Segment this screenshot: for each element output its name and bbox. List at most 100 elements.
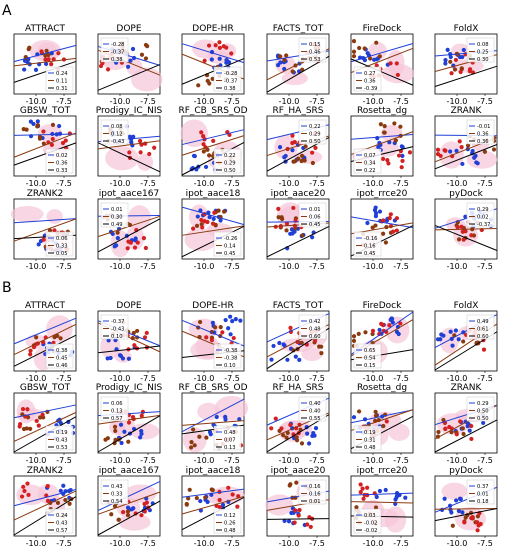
legend-value: 0.11: [56, 79, 68, 85]
data-point: [33, 67, 39, 73]
subplot-title: DOPE: [116, 301, 141, 311]
x-tick-label: -10.0: [279, 179, 300, 188]
data-point: [385, 158, 390, 163]
subplot-b-12: ZRANK2 0.24 0.430.57 -10.0 -7.5: [13, 466, 77, 548]
data-point: [211, 216, 216, 221]
data-point: [125, 505, 131, 510]
legend-value: 0.06: [56, 236, 68, 242]
legend-box: [45, 148, 74, 174]
subplot-title: Prodigy_IC_NIS: [96, 106, 163, 116]
data-point: [44, 48, 49, 53]
data-point: [474, 160, 479, 165]
data-point: [235, 504, 240, 509]
data-point: [362, 58, 367, 63]
data-point: [481, 347, 487, 352]
x-tick-label: -7.5: [56, 456, 72, 465]
data-point: [383, 487, 388, 493]
legend-box: [466, 314, 495, 340]
regression-line: [13, 317, 77, 345]
data-point: [200, 225, 205, 230]
subplot-title: ATTRACT: [25, 24, 65, 34]
data-point: [351, 334, 357, 339]
data-point: [206, 210, 211, 215]
regression-line: [181, 206, 245, 226]
legend-value: 0.45: [364, 251, 376, 257]
legend-value: -0.37: [224, 79, 237, 85]
legend-box: [100, 396, 129, 422]
data-point: [292, 159, 298, 164]
legend-value: 0.03: [364, 513, 376, 519]
data-point: [198, 319, 203, 325]
legend-value: 0.45: [309, 222, 321, 228]
data-point: [454, 432, 459, 437]
x-tick-label: -10.0: [194, 262, 215, 271]
data-point: [201, 142, 206, 147]
data-point: [467, 428, 472, 433]
x-tick-label: -7.5: [309, 262, 325, 271]
data-point: [273, 416, 278, 421]
legend-value: 0.45: [224, 251, 236, 257]
data-point: [238, 318, 243, 323]
data-point: [460, 510, 465, 515]
subplot-title: ipot_rrce20: [357, 466, 408, 476]
data-point: [443, 58, 448, 63]
data-point: [373, 505, 379, 510]
data-point: [351, 54, 357, 59]
legend-box: [298, 479, 327, 505]
data-point: [400, 158, 405, 164]
data-point: [310, 160, 315, 166]
legend-value: -0.02: [364, 521, 377, 527]
subplot-b-14: ipot_aace18 0.12 0.260.48 -10.0 -7.5: [181, 466, 245, 548]
data-point: [443, 61, 448, 66]
legend-value: 0.38: [56, 348, 68, 354]
legend-box: [213, 425, 242, 451]
data-point: [398, 321, 403, 326]
data-point: [396, 331, 401, 337]
legend-value: 0.57: [56, 528, 68, 534]
data-point: [371, 57, 377, 62]
x-tick-label: -7.5: [140, 374, 156, 383]
x-tick-label: -10.0: [110, 374, 131, 383]
data-point: [56, 51, 61, 56]
subplot-a-1: DOPE -0.28 -0.370.38 -10.0 -7.5: [97, 24, 163, 106]
legend-box: [353, 343, 382, 369]
data-point: [108, 355, 113, 361]
legend-value: -0.37: [111, 319, 124, 325]
legend-value: 0.43: [111, 484, 123, 490]
data-point: [119, 440, 124, 446]
subplot-a-13: ipot_aace167 0.01 0.300.49 -10.0 -7.5: [97, 189, 161, 271]
data-point: [448, 149, 453, 154]
data-point: [373, 223, 378, 228]
data-point: [220, 502, 226, 508]
data-point: [458, 419, 463, 424]
x-tick-label: -7.5: [224, 456, 240, 465]
data-point: [388, 212, 393, 217]
legend-value: 0.36: [56, 161, 68, 167]
legend-value: 0.02: [56, 153, 68, 159]
data-point: [370, 328, 376, 333]
data-point: [282, 155, 287, 160]
data-point: [357, 45, 362, 51]
data-point: [206, 43, 212, 48]
subplot-b-6: GBSW_TOT 0.19 0.430.53 -10.0 -7.5: [13, 383, 77, 465]
data-point: [19, 494, 25, 499]
data-point: [308, 524, 313, 530]
density-region: [118, 513, 151, 531]
subplot-title: ZRANK: [451, 383, 483, 393]
legend-box: [100, 202, 129, 228]
data-point: [351, 415, 357, 420]
subplot-b-3: FACTS_TOT 0.42 0.480.60 -10.0 -7.5: [266, 301, 330, 383]
subplot-title: ZRANK2: [27, 466, 64, 476]
legend-value: 0.48: [224, 430, 236, 436]
subplot-b-10: Rosetta_dg 0.19 0.310.48 -10.0 -7.5: [350, 383, 414, 465]
data-point: [135, 328, 140, 334]
density-region: [281, 71, 308, 86]
legend-value: 0.16: [309, 492, 321, 498]
data-point: [211, 138, 216, 144]
legend-value: 0.33: [56, 244, 68, 250]
data-point: [449, 71, 454, 76]
data-point: [217, 505, 222, 510]
data-point: [187, 487, 192, 492]
x-tick-label: -7.5: [477, 262, 493, 271]
data-point: [44, 61, 49, 67]
